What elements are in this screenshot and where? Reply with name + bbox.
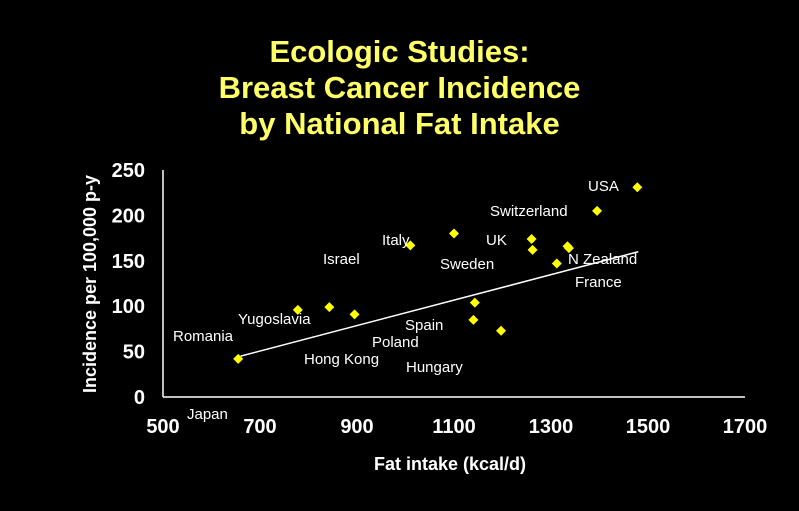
data-point-diamond [496, 325, 507, 336]
y-tick-label: 200 [112, 205, 145, 227]
y-tick-label: 250 [112, 160, 145, 182]
data-point-diamond [592, 205, 603, 216]
x-axis-title: Fat intake (kcal/d) [374, 454, 526, 474]
chart-title-line-1: Ecologic Studies: [269, 34, 530, 69]
point-label: N Zealand [568, 251, 637, 268]
data-point-diamond [551, 258, 562, 269]
x-tick-label: 700 [243, 416, 276, 438]
y-axis-title: Incidence per 100,000 p-y [80, 175, 100, 393]
point-label: Sweden [440, 256, 494, 273]
point-label: UK [486, 232, 507, 249]
point-label: France [575, 274, 622, 291]
x-tick-labels: 500 700 900 1100 1300 1500 1700 [146, 416, 767, 438]
data-point-diamond [632, 182, 643, 193]
data-point-diamond [405, 240, 416, 251]
y-tick-label: 50 [123, 342, 145, 364]
x-tick-label: 900 [340, 416, 373, 438]
x-tick-label: 1300 [529, 416, 574, 438]
data-point-diamond [349, 309, 360, 320]
data-point-diamond [324, 302, 335, 313]
data-point-diamond [469, 297, 480, 308]
x-tick-label: 1500 [626, 416, 671, 438]
data-point-diamond [449, 228, 459, 239]
point-label: Israel [323, 251, 360, 268]
point-label: Japan [187, 406, 228, 423]
chart-title-line-3: by National Fat Intake [239, 106, 560, 141]
point-label: Hungary [406, 359, 463, 376]
point-label: Poland [372, 334, 419, 351]
point-label: USA [588, 178, 619, 195]
point-label: Hong Kong [304, 351, 379, 368]
x-tick-label: 1700 [723, 416, 768, 438]
point-label: Romania [173, 328, 234, 345]
data-point-diamond [526, 234, 537, 245]
data-point-diamond [468, 314, 479, 325]
y-tick-label: 0 [134, 387, 145, 409]
y-tick-label: 150 [112, 251, 145, 273]
x-tick-label: 1100 [432, 416, 475, 438]
data-points [233, 182, 643, 364]
x-tick-label: 500 [146, 416, 179, 438]
chart-title-line-2: Breast Cancer Incidence [218, 70, 581, 105]
trend-line [240, 250, 639, 357]
data-point-diamond [292, 304, 303, 315]
point-label: Yugoslavia [238, 311, 311, 328]
y-tick-labels: 0 50 100 150 200 250 [112, 160, 145, 409]
data-point-diamond [233, 353, 244, 364]
data-point-diamond [563, 243, 574, 254]
trend-line-group [240, 250, 639, 357]
y-tick-label: 100 [112, 296, 145, 318]
data-point-diamond [527, 244, 538, 255]
point-label: Switzerland [490, 203, 568, 220]
point-label: Italy [382, 232, 410, 249]
point-label: Spain [405, 317, 443, 334]
